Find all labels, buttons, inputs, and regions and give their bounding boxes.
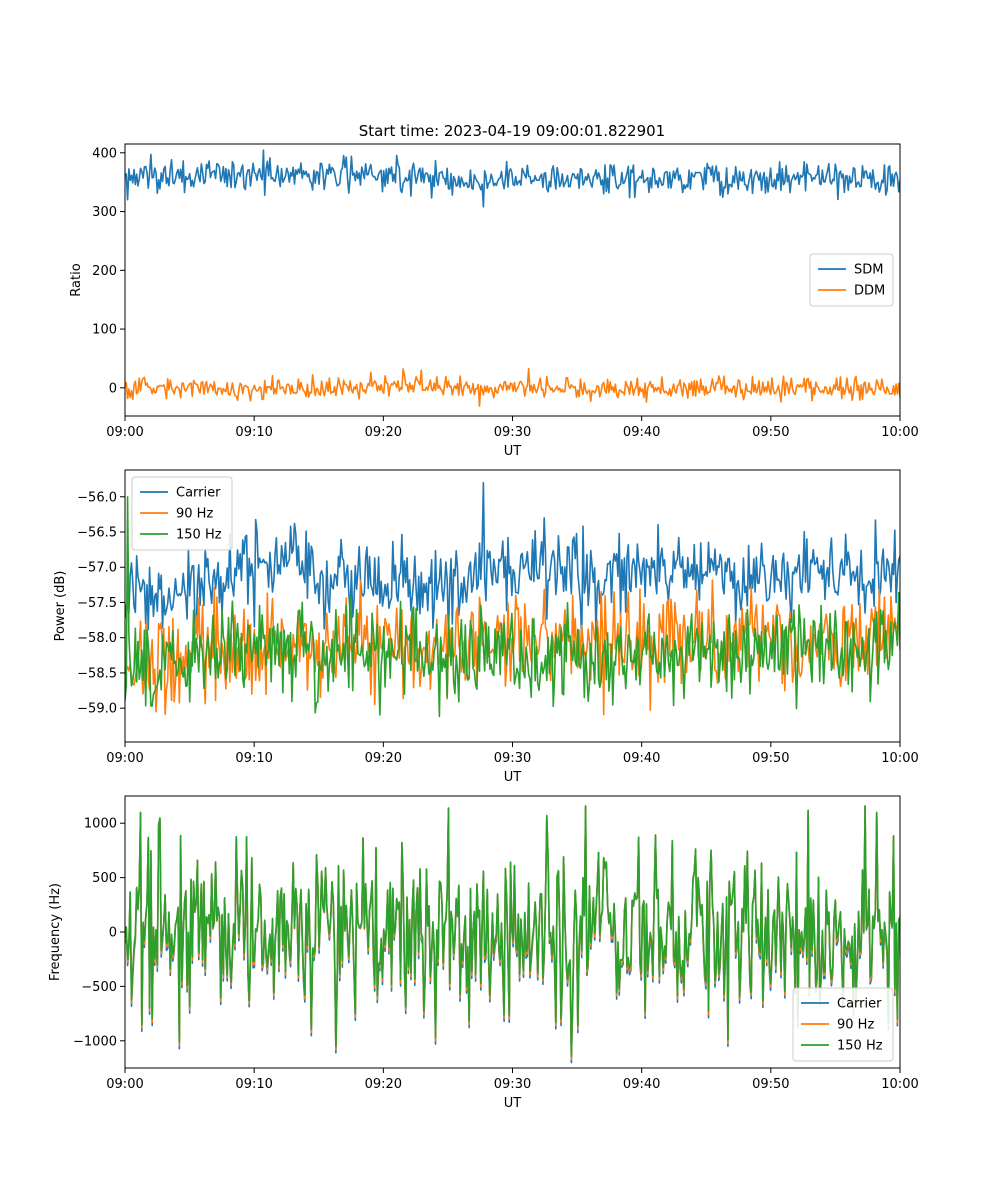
x-tick-label: 09:10: [235, 425, 272, 440]
series-line-carrier: [125, 481, 900, 642]
series-line-150-hz: [125, 804, 900, 1057]
x-tick-label: 09:30: [494, 1077, 531, 1092]
panels: 09:00 09:10 09:20 09:30 09:40 09:50 10:00 0 100 2…: [48, 143, 919, 1111]
legend: SDM DDM: [809, 253, 894, 307]
figure-title: Start time: 2023-04-19 09:00:01.822901: [359, 122, 665, 140]
panel-2: 09:00 09:10 09:20 09:30 09:40 09:50 10:00 −56.0…: [53, 469, 919, 785]
y-tick-label: 400: [92, 146, 117, 161]
plot-area: [125, 804, 900, 1064]
y-tick-label: −56.0: [77, 490, 117, 505]
x-tick-label: 09:40: [623, 425, 660, 440]
x-tick-label: 09:30: [494, 751, 531, 766]
legend-label: SDM: [854, 263, 883, 278]
legend-label: Carrier: [176, 486, 221, 501]
legend-label: 150 Hz: [837, 1039, 883, 1054]
series-line-sdm: [125, 149, 900, 208]
legend-label: DDM: [854, 284, 885, 299]
plot-area: [125, 149, 900, 407]
panel-1: 09:00 09:10 09:20 09:30 09:40 09:50 10:00 0 100 2…: [69, 143, 919, 459]
axes-frame: [124, 469, 901, 743]
y-axis-label: Frequency (Hz): [48, 883, 63, 981]
y-tick-label: 0: [109, 926, 117, 941]
y-tick-label: −57.0: [77, 561, 117, 576]
y-tick-label: −59.0: [77, 702, 117, 717]
legend-label: Carrier: [837, 997, 882, 1012]
x-tick-label: 09:00: [106, 1077, 143, 1092]
y-tick-label: 500: [92, 871, 117, 886]
x-tick-label: 09:50: [752, 1077, 789, 1092]
y-tick-label: 100: [92, 323, 117, 338]
y-tick-label: −56.5: [77, 526, 117, 541]
legend-box: [131, 476, 233, 551]
y-tick-label: 300: [92, 205, 117, 220]
legend: Carrier 90 Hz 150 Hz: [131, 476, 233, 551]
x-tick-label: 09:00: [106, 425, 143, 440]
y-tick-label: −58.5: [77, 666, 117, 681]
x-tick-label: 10:00: [881, 425, 918, 440]
x-tick-label: 09:20: [365, 751, 402, 766]
x-tick-label: 10:00: [881, 1077, 918, 1092]
legend: Carrier 90 Hz 150 Hz: [792, 987, 894, 1062]
x-tick-label: 09:40: [623, 1077, 660, 1092]
x-tick-label: 10:00: [881, 751, 918, 766]
legend-label: 90 Hz: [837, 1018, 874, 1033]
panel-3: 09:00 09:10 09:20 09:30 09:40 09:50 10:00 1000 5…: [48, 795, 919, 1111]
x-tick-label: 09:10: [235, 751, 272, 766]
x-tick-label: 09:50: [752, 425, 789, 440]
y-tick-label: 0: [109, 381, 117, 396]
y-tick-label: −58.0: [77, 631, 117, 646]
y-tick-label: −57.5: [77, 596, 117, 611]
y-tick-label: −1000: [73, 1034, 117, 1049]
y-axis-label: Power (dB): [53, 571, 68, 642]
x-axis-label: UT: [504, 1096, 522, 1111]
x-tick-label: 09:40: [623, 751, 660, 766]
y-tick-label: 1000: [84, 817, 117, 832]
plot-area: [125, 481, 900, 718]
y-tick-label: 200: [92, 264, 117, 279]
series-line-ddm: [125, 367, 900, 407]
x-tick-label: 09:20: [365, 425, 402, 440]
legend-box: [792, 987, 894, 1062]
y-tick-label: −500: [81, 980, 117, 995]
legend-label: 150 Hz: [176, 528, 222, 543]
legend-box: [809, 253, 894, 307]
x-tick-label: 09:10: [235, 1077, 272, 1092]
x-tick-label: 09:50: [752, 751, 789, 766]
axes-frame: [124, 143, 901, 417]
x-axis-label: UT: [504, 444, 522, 459]
x-tick-label: 09:20: [365, 1077, 402, 1092]
axes-frame: [124, 795, 901, 1069]
y-axis-label: Ratio: [69, 263, 84, 296]
x-tick-label: 09:30: [494, 425, 531, 440]
legend-label: 90 Hz: [176, 507, 213, 522]
series-line-150-hz: [125, 495, 900, 718]
x-tick-label: 09:00: [106, 751, 143, 766]
x-axis-label: UT: [504, 770, 522, 785]
